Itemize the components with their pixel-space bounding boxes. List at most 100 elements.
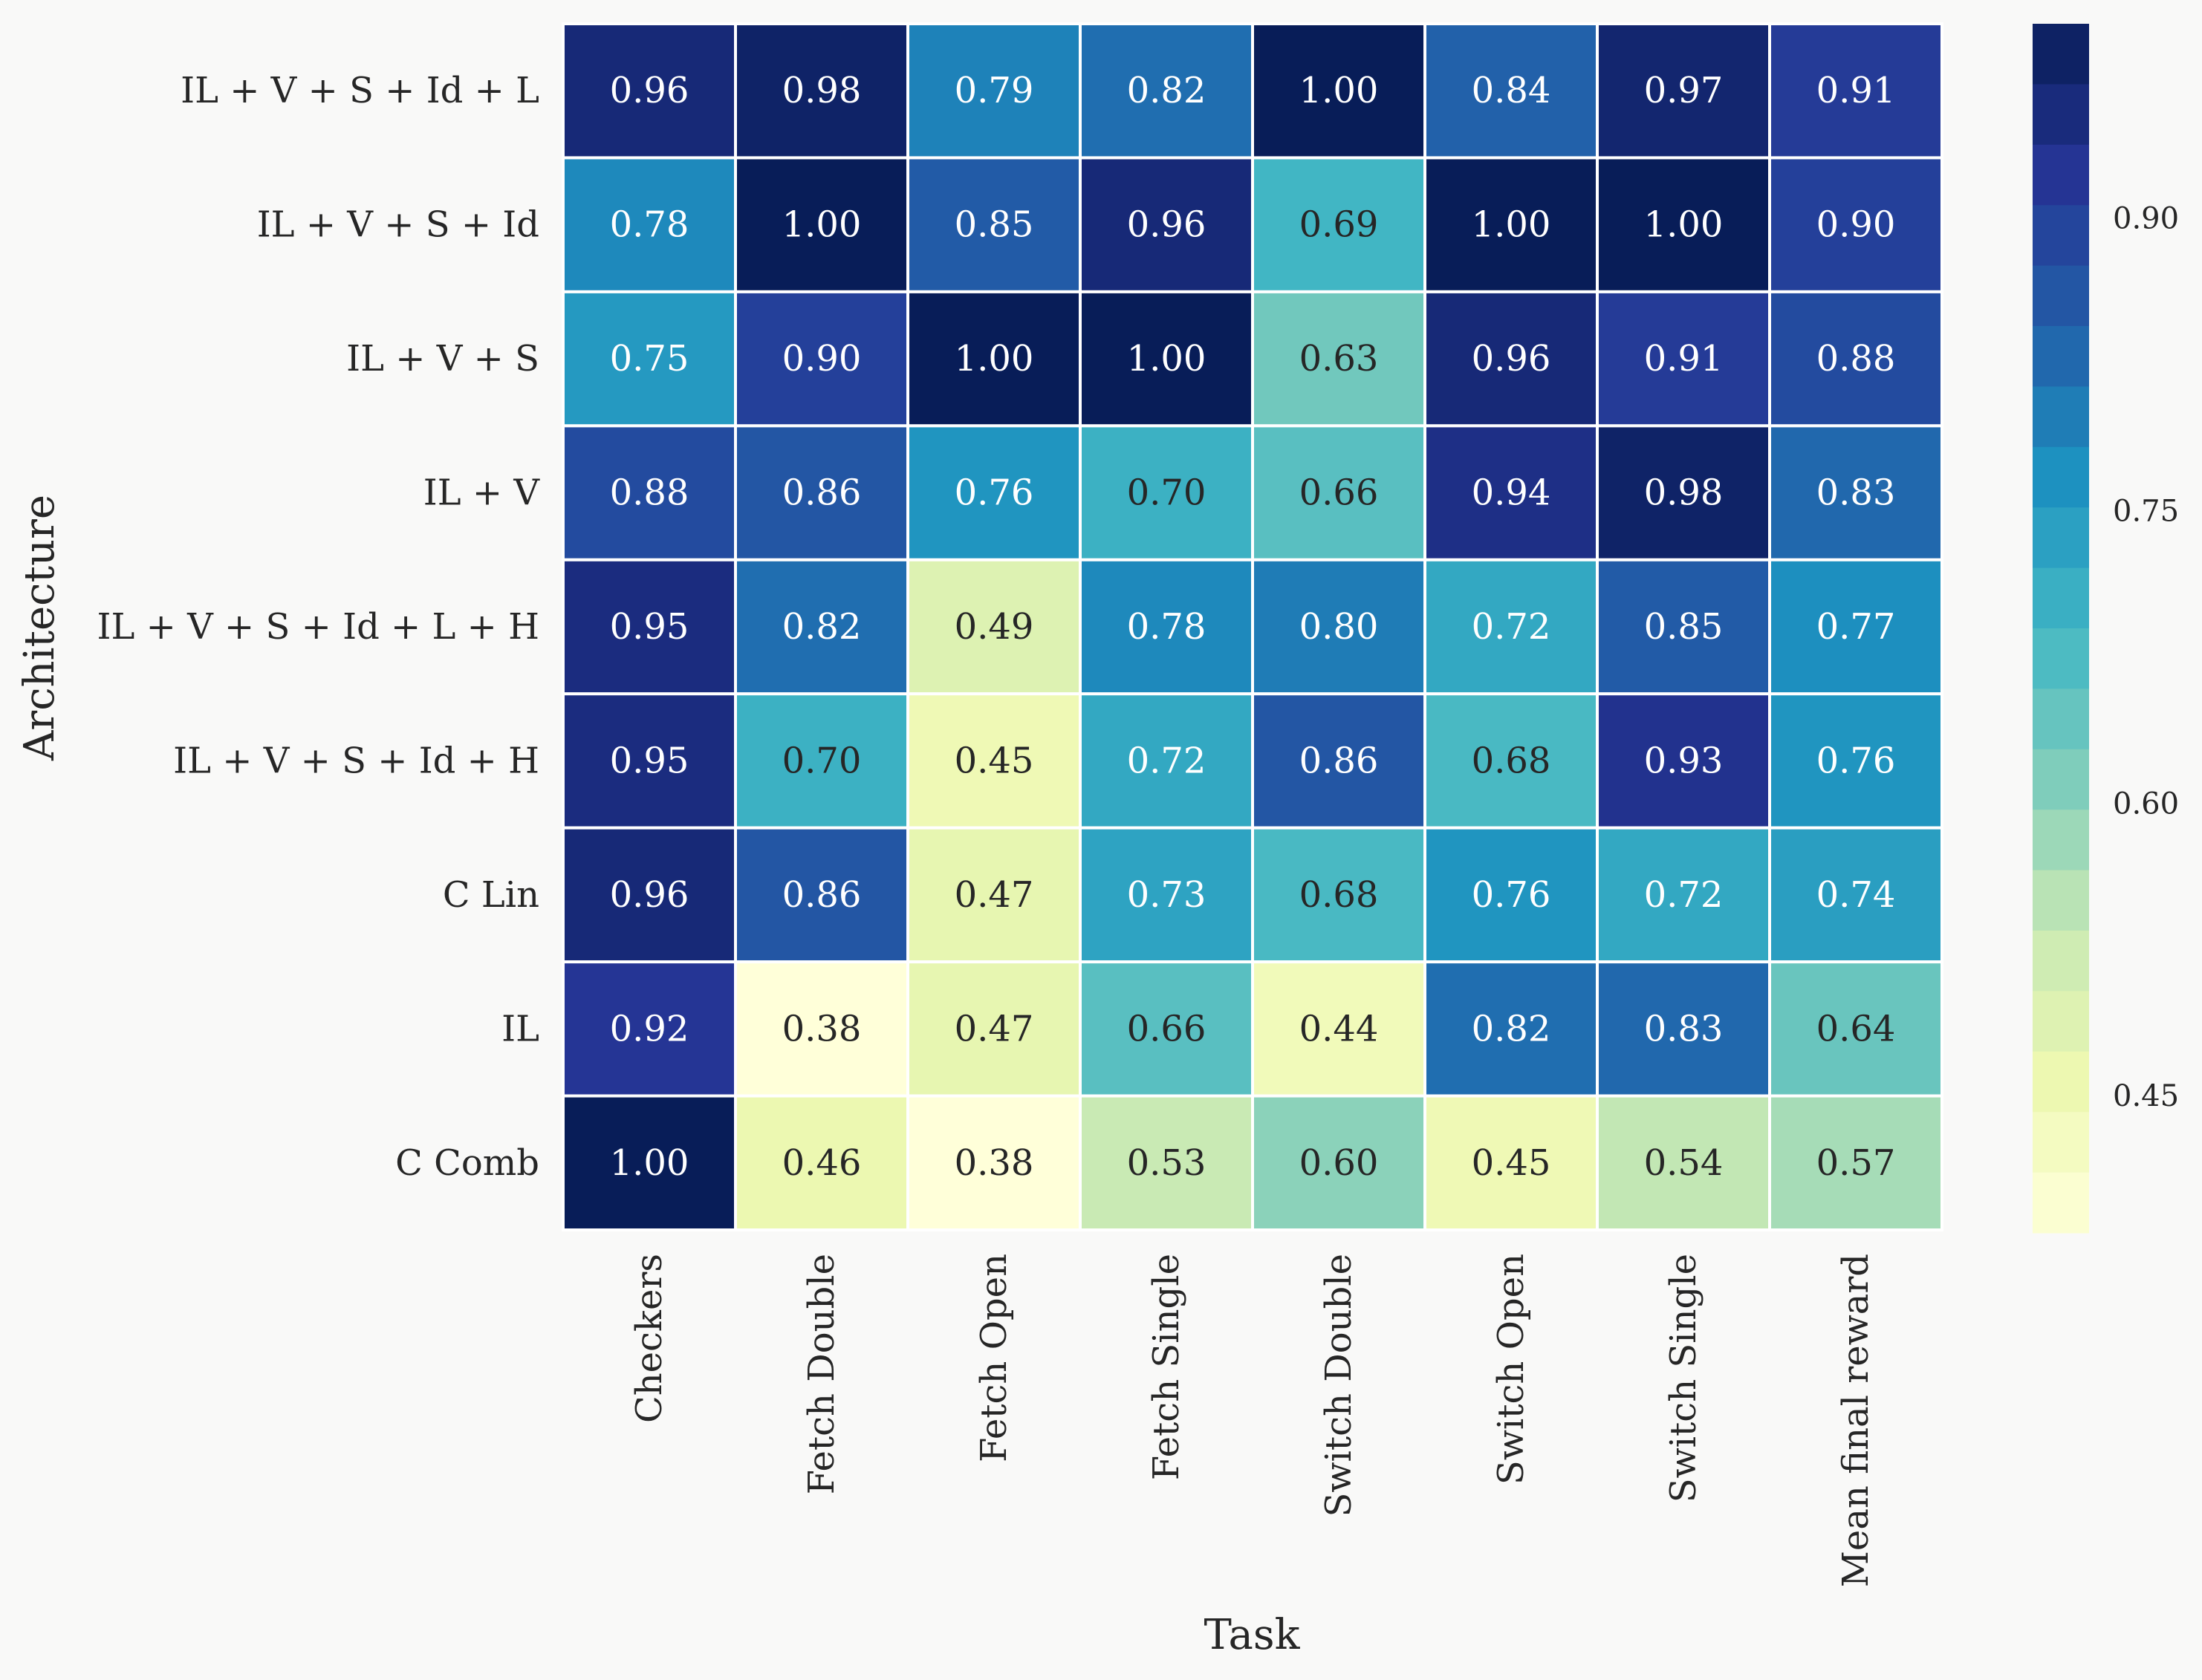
heatmap-cell-value: 0.72 bbox=[1472, 606, 1551, 648]
heatmap-cell-value: 0.68 bbox=[1299, 874, 1379, 916]
heatmap-cell-value: 0.91 bbox=[1816, 70, 1896, 111]
heatmap-cell-value: 0.85 bbox=[1644, 606, 1724, 648]
y-tick-label: IL + V + S + Id + H bbox=[173, 740, 539, 781]
heatmap-cell bbox=[1251, 1094, 1426, 1231]
heatmap-cell bbox=[562, 424, 737, 561]
heatmap-cell bbox=[1768, 558, 1943, 696]
heatmap-cell-value: 1.00 bbox=[782, 204, 862, 246]
heatmap-cell-value: 0.97 bbox=[1644, 70, 1724, 111]
heatmap-cell-value: 1.00 bbox=[1644, 204, 1724, 246]
heatmap-cell-value: 0.88 bbox=[1816, 338, 1896, 380]
heatmap-cell bbox=[906, 960, 1082, 1098]
heatmap-cell bbox=[906, 826, 1082, 964]
heatmap-cell-value: 0.78 bbox=[1127, 606, 1206, 648]
heatmap-cell bbox=[1423, 156, 1599, 293]
y-tick-label: IL bbox=[501, 1008, 539, 1049]
heatmap-cell-value: 0.78 bbox=[610, 204, 689, 246]
heatmap-cell-value: 0.85 bbox=[955, 204, 1034, 246]
heatmap-cells bbox=[562, 22, 1943, 1231]
colorbar-band bbox=[2033, 810, 2089, 871]
heatmap-cell-value: 1.00 bbox=[1472, 204, 1551, 246]
heatmap-cell bbox=[1079, 156, 1254, 293]
heatmap-cell bbox=[734, 826, 909, 964]
heatmap-cell bbox=[906, 558, 1082, 696]
x-tick-label: Mean final reward bbox=[1835, 1254, 1877, 1587]
colorbar-band bbox=[2033, 931, 2089, 992]
heatmap-cell bbox=[1423, 558, 1599, 696]
heatmap-cell-value: 0.47 bbox=[955, 874, 1034, 916]
heatmap-cell bbox=[734, 424, 909, 561]
x-tick-label: Switch Open bbox=[1490, 1254, 1532, 1485]
heatmap-cell-value: 0.74 bbox=[1816, 874, 1896, 916]
heatmap-cell bbox=[562, 156, 737, 293]
heatmap-cell bbox=[734, 22, 909, 160]
heatmap-cell bbox=[1768, 290, 1943, 428]
heatmap-cell bbox=[1251, 692, 1426, 830]
heatmap-cell-value: 0.57 bbox=[1816, 1142, 1896, 1184]
heatmap-cell bbox=[1079, 692, 1254, 830]
colorbar-band bbox=[2033, 386, 2089, 448]
heatmap-cell-value: 0.79 bbox=[955, 70, 1034, 111]
heatmap-cell-value: 0.64 bbox=[1816, 1008, 1896, 1049]
heatmap-cell bbox=[1079, 826, 1254, 964]
heatmap-cell-value: 0.70 bbox=[782, 740, 862, 781]
heatmap-cell-value: 0.53 bbox=[1127, 1142, 1206, 1184]
y-tick-label: C Comb bbox=[395, 1142, 539, 1184]
heatmap-cell-value: 0.83 bbox=[1816, 472, 1896, 514]
heatmap-cell-value: 0.72 bbox=[1644, 874, 1724, 916]
colorbar-band bbox=[2033, 1172, 2089, 1234]
heatmap-cell bbox=[1423, 424, 1599, 561]
heatmap-cell bbox=[1768, 826, 1943, 964]
colorbar-band bbox=[2033, 749, 2089, 810]
heatmap-cell-value: 0.86 bbox=[1299, 740, 1379, 781]
heatmap-cell-value: 0.86 bbox=[782, 874, 862, 916]
heatmap-cell-value: 0.76 bbox=[1816, 740, 1896, 781]
heatmap-cell-value: 0.63 bbox=[1299, 338, 1379, 380]
colorbar bbox=[2033, 24, 2089, 1234]
heatmap-cell-labels: 0.96 0.98 0.79 0.82 1.00 0.84 0.97 0.91 0.78 1.00… bbox=[610, 70, 1896, 1184]
heatmap-cell bbox=[1596, 156, 1771, 293]
heatmap-cell bbox=[1768, 424, 1943, 561]
colorbar-band bbox=[2033, 628, 2089, 689]
heatmap-cell-value: 0.69 bbox=[1299, 204, 1379, 246]
colorbar-band bbox=[2033, 688, 2089, 750]
heatmap-cell-value: 0.90 bbox=[782, 338, 862, 380]
heatmap-cell bbox=[562, 1094, 737, 1231]
x-tick-label: Fetch Double bbox=[801, 1254, 842, 1494]
heatmap-cell-value: 0.98 bbox=[782, 70, 862, 111]
heatmap-cell-value: 0.38 bbox=[955, 1142, 1034, 1184]
x-tick-label: Fetch Open bbox=[973, 1254, 1015, 1462]
colorbar-band bbox=[2033, 991, 2089, 1052]
heatmap-cell-value: 0.76 bbox=[955, 472, 1034, 514]
heatmap-cell bbox=[1596, 424, 1771, 561]
colorbar-tick-labels: 0.45 0.60 0.75 0.90 bbox=[2113, 202, 2179, 1114]
heatmap-cell-value: 0.92 bbox=[610, 1008, 689, 1049]
heatmap-cell-value: 0.49 bbox=[955, 606, 1034, 648]
heatmap-cell bbox=[562, 826, 737, 964]
colorbar-tick-label: 0.90 bbox=[2113, 202, 2179, 236]
heatmap-cell-value: 0.45 bbox=[955, 740, 1034, 781]
colorbar-band bbox=[2033, 507, 2089, 569]
heatmap-cell bbox=[1596, 1094, 1771, 1231]
x-axis-tick-labels: Checkers Fetch Double Fetch Open Fetch Sing… bbox=[629, 1254, 1877, 1587]
heatmap-cell-value: 0.72 bbox=[1127, 740, 1206, 781]
heatmap-cell-value: 0.76 bbox=[1472, 874, 1551, 916]
heatmap-cell bbox=[562, 22, 737, 160]
heatmap-cell-value: 0.86 bbox=[782, 472, 862, 514]
y-tick-label: IL + V bbox=[423, 472, 541, 514]
heatmap-cell-value: 0.60 bbox=[1299, 1142, 1379, 1184]
heatmap-cell-value: 1.00 bbox=[1299, 70, 1379, 111]
heatmap-cell bbox=[1596, 290, 1771, 428]
colorbar-tick-label: 0.45 bbox=[2113, 1079, 2179, 1113]
colorbar-band bbox=[2033, 1112, 2089, 1173]
heatmap-cell-value: 1.00 bbox=[955, 338, 1034, 380]
heatmap-cell-value: 0.82 bbox=[1472, 1008, 1551, 1049]
y-tick-label: IL + V + S bbox=[346, 338, 539, 380]
heatmap-cell-value: 0.68 bbox=[1472, 740, 1551, 781]
heatmap-cell-value: 0.70 bbox=[1127, 472, 1206, 514]
heatmap-cell bbox=[1423, 692, 1599, 830]
colorbar-band bbox=[2033, 205, 2089, 267]
heatmap-cell bbox=[1423, 826, 1599, 964]
heatmap-cell bbox=[1423, 960, 1599, 1098]
